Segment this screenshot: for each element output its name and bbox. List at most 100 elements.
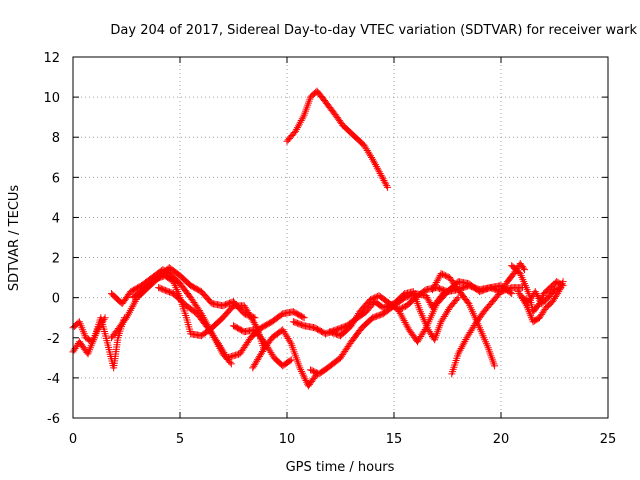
data-point [284,335,292,343]
data-point [465,330,473,338]
data-point [296,118,304,126]
data-point [417,333,425,341]
data-point [521,266,529,274]
data-point [299,113,307,121]
data-point [280,328,288,336]
data-point [453,295,461,303]
data-point [460,339,468,347]
data-point [508,290,516,298]
data-point [442,309,450,317]
data-point [467,327,475,335]
data-point [302,376,310,384]
data-point [559,278,567,286]
data-point [351,315,359,323]
x-axis-label: GPS time / hours [286,460,395,475]
y-tick-label: 4 [52,211,60,226]
data-point [515,289,523,297]
data-point [370,157,378,165]
data-point [363,147,371,155]
y-tick-label: 0 [52,292,60,307]
data-point [421,326,429,334]
data-point [403,322,411,330]
data-point [374,166,382,174]
data-point [218,345,226,353]
data-point [130,299,138,307]
data-point [383,182,391,190]
data-point [299,313,307,321]
data-point [439,270,447,278]
y-tick-label: -6 [47,412,60,427]
data-point [293,124,301,132]
series-arc-9 [283,87,392,191]
data-point [439,314,447,322]
data-point [300,314,308,322]
data-point [375,168,383,176]
data-point [402,320,410,328]
data-point [401,318,409,326]
data-point [429,284,437,292]
data-point [397,311,405,319]
data-point [294,122,302,130]
y-tick-label: 12 [43,51,60,66]
data-point [458,343,466,351]
data-point [466,329,474,337]
data-point [298,367,306,375]
data-point [283,333,291,341]
data-point [125,308,133,316]
data-point [123,314,130,322]
data-point [431,280,439,288]
data-point [554,289,562,297]
data-point [215,340,223,348]
data-point [438,316,446,324]
y-tick-label: 8 [52,131,60,146]
data-point [126,306,134,314]
data-point [282,331,290,339]
data-point [519,264,527,272]
y-tick-label: 2 [52,252,60,267]
data-point [396,309,404,317]
plot-frame [72,56,609,419]
data-point [464,332,472,340]
data-point [298,369,306,377]
data-point [286,357,294,365]
data-point [285,336,293,344]
data-point [219,347,227,355]
data-point [440,271,448,279]
data-point [414,338,422,346]
data-point [371,294,379,302]
data-point [416,334,424,342]
series-arc-15 [448,260,529,378]
data-point [364,148,372,156]
data-point [456,346,464,354]
data-point [217,343,225,351]
data-point [371,161,379,169]
data-point [127,305,135,313]
x-tick-label: 15 [386,432,403,447]
series-arc-2 [69,314,109,346]
data-point [362,145,370,153]
data-point [100,315,108,323]
data-point [301,375,309,383]
data-point [368,295,376,303]
data-point [400,303,408,311]
data-point [454,350,462,358]
data-point [347,322,355,330]
y-tick-labels: -6 -4 -2 0 2 4 6 8 10 12 [43,51,60,427]
y-axis-label: SDTVAR / TECUs [7,185,22,292]
data-point [384,183,392,191]
series-arc-18 [518,284,565,308]
data-point [437,318,445,326]
x-tick-label: 5 [176,432,184,447]
data-point [399,315,407,323]
data-point [394,306,402,314]
data-point [468,325,476,333]
data-point [433,277,441,285]
data-point [308,367,316,375]
grid [72,56,609,419]
data-point [292,127,300,135]
data-point [349,318,357,326]
data-point [311,368,319,376]
data-point [216,342,224,350]
x-tick-label: 20 [493,432,510,447]
